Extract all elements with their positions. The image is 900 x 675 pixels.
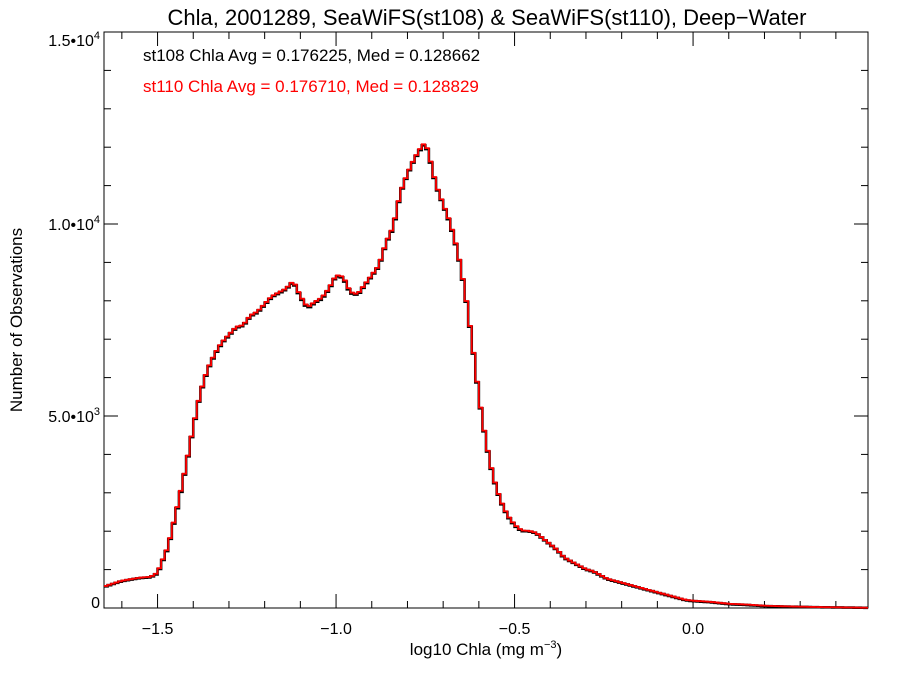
series-layer bbox=[104, 143, 868, 610]
series-line-0 bbox=[104, 143, 868, 610]
x-tick-label: −0.5 bbox=[499, 621, 531, 638]
y-tick-label: 1.0•104 bbox=[48, 214, 100, 234]
chart-title: Chla, 2001289, SeaWiFS(st108) & SeaWiFS(… bbox=[168, 5, 807, 30]
annotation-st110: st110 Chla Avg = 0.176710, Med = 0.12882… bbox=[143, 77, 479, 96]
annotation-st108: st108 Chla Avg = 0.176225, Med = 0.12866… bbox=[143, 46, 480, 65]
y-axis: 0 5.0•103 1.0•104 1.5•104 bbox=[48, 30, 868, 612]
x-tick-label: −1.5 bbox=[142, 621, 174, 638]
x-axis-label: log10 Chla (mg m−3) bbox=[410, 639, 562, 659]
y-tick-label: 0 bbox=[91, 595, 100, 612]
x-tick-label: −1.0 bbox=[320, 621, 352, 638]
series-line-1 bbox=[104, 143, 868, 609]
y-axis-label: Number of Observations bbox=[7, 228, 26, 412]
plot-frame bbox=[103, 31, 869, 609]
x-tick-label: 0.0 bbox=[682, 621, 704, 638]
y-tick-label: 1.5•104 bbox=[48, 30, 100, 50]
y-tick-label: 5.0•103 bbox=[48, 406, 100, 426]
